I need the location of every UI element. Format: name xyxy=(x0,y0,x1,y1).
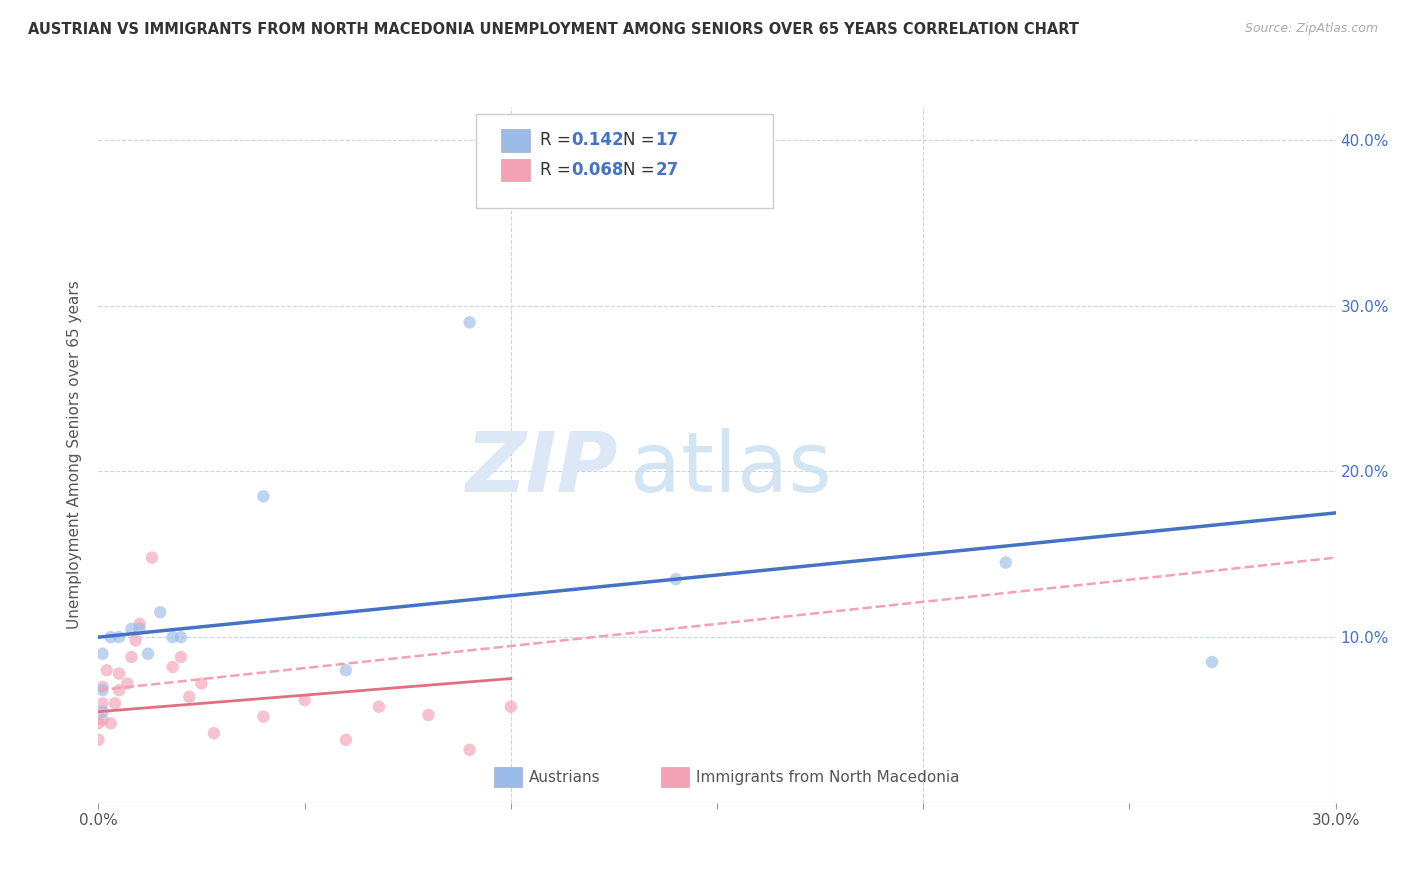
Text: Austrians: Austrians xyxy=(529,770,600,785)
Point xyxy=(128,616,150,631)
Point xyxy=(136,647,159,661)
Text: 27: 27 xyxy=(655,161,679,178)
Text: 17: 17 xyxy=(655,131,678,150)
Point xyxy=(120,622,142,636)
Text: Source: ZipAtlas.com: Source: ZipAtlas.com xyxy=(1244,22,1378,36)
Point xyxy=(499,699,522,714)
Point xyxy=(149,605,172,619)
Point xyxy=(335,663,357,677)
Text: 0.068: 0.068 xyxy=(571,161,623,178)
Point xyxy=(100,716,122,731)
Point xyxy=(418,708,440,723)
Point xyxy=(665,572,688,586)
Point xyxy=(91,697,114,711)
Text: Immigrants from North Macedonia: Immigrants from North Macedonia xyxy=(696,770,959,785)
Text: R =: R = xyxy=(540,131,576,150)
Point xyxy=(96,663,118,677)
Text: N =: N = xyxy=(623,161,659,178)
Point xyxy=(994,556,1017,570)
FancyBboxPatch shape xyxy=(501,159,530,181)
Point xyxy=(91,713,114,727)
Text: R =: R = xyxy=(540,161,576,178)
Point xyxy=(162,660,184,674)
Point xyxy=(91,680,114,694)
Point xyxy=(87,732,110,747)
Point xyxy=(108,666,131,681)
Point xyxy=(128,622,150,636)
Point xyxy=(335,732,357,747)
Point xyxy=(91,647,114,661)
Point xyxy=(1201,655,1223,669)
Point xyxy=(117,676,139,690)
Point xyxy=(458,743,481,757)
Point xyxy=(100,630,122,644)
Point xyxy=(179,690,201,704)
Text: atlas: atlas xyxy=(630,428,832,509)
Point xyxy=(170,650,193,665)
Point xyxy=(202,726,225,740)
Point xyxy=(170,630,193,644)
Point xyxy=(91,683,114,698)
Point xyxy=(367,699,389,714)
Text: N =: N = xyxy=(623,131,659,150)
Point xyxy=(141,550,163,565)
FancyBboxPatch shape xyxy=(475,114,773,208)
FancyBboxPatch shape xyxy=(661,766,689,788)
Text: AUSTRIAN VS IMMIGRANTS FROM NORTH MACEDONIA UNEMPLOYMENT AMONG SENIORS OVER 65 Y: AUSTRIAN VS IMMIGRANTS FROM NORTH MACEDO… xyxy=(28,22,1080,37)
Point xyxy=(108,630,131,644)
Point xyxy=(458,315,481,329)
Point xyxy=(87,716,110,731)
Point xyxy=(252,489,274,503)
Point xyxy=(252,709,274,723)
Point xyxy=(91,705,114,719)
Point xyxy=(124,633,146,648)
Point xyxy=(104,697,127,711)
FancyBboxPatch shape xyxy=(495,766,522,788)
FancyBboxPatch shape xyxy=(501,129,530,153)
Y-axis label: Unemployment Among Seniors over 65 years: Unemployment Among Seniors over 65 years xyxy=(67,281,83,629)
Text: ZIP: ZIP xyxy=(465,428,619,509)
Point xyxy=(162,630,184,644)
Point xyxy=(294,693,316,707)
Text: 0.142: 0.142 xyxy=(571,131,624,150)
Point xyxy=(108,683,131,698)
Point xyxy=(120,650,142,665)
Point xyxy=(190,676,212,690)
